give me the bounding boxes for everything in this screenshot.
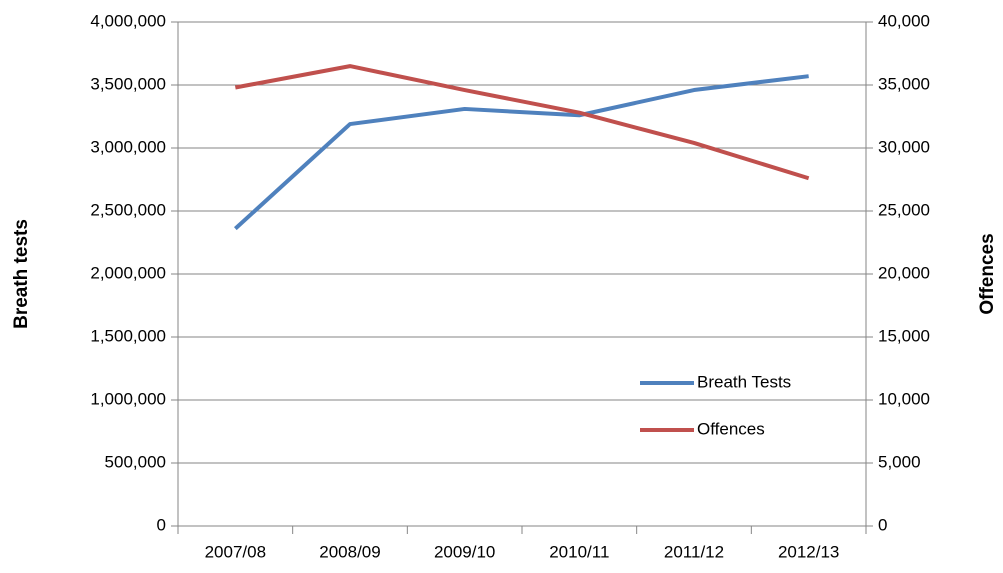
y-tick-label: 1,000,000 [90, 389, 166, 408]
y2-tick-label: 20,000 [878, 263, 930, 282]
y2-tick-label: 35,000 [878, 74, 930, 93]
y2-tick-label: 5,000 [878, 452, 921, 471]
y-tick-label: 3,500,000 [90, 74, 166, 93]
x-tick-label: 2007/08 [205, 542, 266, 561]
y-axis-title: Breath tests [11, 219, 32, 329]
y-tick-label: 4,000,000 [90, 11, 166, 30]
legend-label: Offences [697, 419, 765, 438]
x-tick-label: 2010/11 [549, 542, 609, 561]
y2-tick-label: 30,000 [878, 137, 930, 156]
x-tick-label: 2008/09 [319, 542, 380, 561]
y2-tick-label: 40,000 [878, 11, 930, 30]
y2-tick-label: 0 [878, 515, 887, 534]
x-tick-label: 2012/13 [778, 542, 839, 561]
y2-tick-label: 15,000 [878, 326, 930, 345]
y-tick-label: 0 [157, 515, 166, 534]
y-tick-label: 2,500,000 [90, 200, 166, 219]
y2-tick-label: 10,000 [878, 389, 930, 408]
y2-axis-title: Offences [977, 233, 998, 314]
x-tick-label: 2011/12 [664, 542, 724, 561]
line-series [234, 64, 810, 181]
y-tick-label: 2,000,000 [90, 263, 166, 282]
x-tick-label: 2009/10 [434, 542, 495, 561]
legend-label: Breath Tests [697, 372, 791, 391]
line-series [233, 74, 809, 231]
y-tick-label: 500,000 [105, 452, 166, 471]
y2-tick-label: 25,000 [878, 200, 930, 219]
y-tick-label: 3,000,000 [90, 137, 166, 156]
y-tick-label: 1,500,000 [90, 326, 166, 345]
